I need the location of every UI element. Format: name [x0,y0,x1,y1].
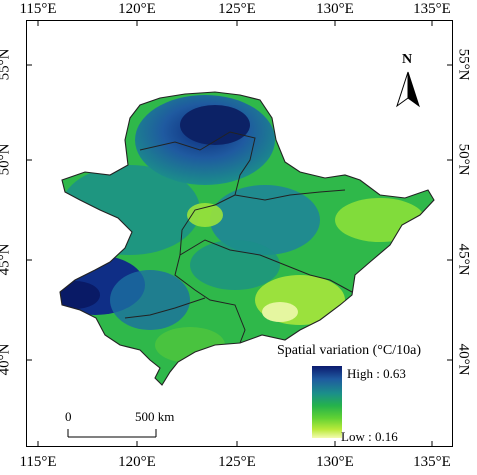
lon-label-top: 125°E [218,1,256,17]
scale-bar-start: 0 [65,409,72,424]
lat-label-right: 45°N [455,243,472,276]
lat-label-right: 55°N [455,48,472,81]
lat-label-left: 55°N [0,48,13,81]
legend-high-label: High : 0.63 [347,366,406,381]
lat-label-right: 40°N [455,343,472,376]
lat-label-right: 50°N [455,143,472,176]
scale-bar [67,429,157,438]
lon-label-bottom: 125°E [218,454,256,470]
north-arrow-icon [396,71,420,108]
lon-label-top: 115°E [19,1,57,17]
graticule-ticks [26,20,453,447]
legend-low-label: Low : 0.16 [341,429,398,444]
lon-label-top: 120°E [118,1,156,17]
lat-label-left: 40°N [0,343,13,376]
lon-label-bottom: 120°E [118,454,156,470]
lon-label-bottom: 115°E [19,454,57,470]
lat-label-left: 45°N [0,243,13,276]
lat-label-left: 50°N [0,143,13,176]
legend-color-ramp [312,366,342,438]
province-boundary [174,254,246,344]
north-label: N [402,52,413,67]
province-boundary [234,189,346,201]
lon-label-bottom: 130°E [316,454,354,470]
province-boundary [179,239,353,293]
lon-label-bottom: 135°E [413,454,451,470]
lon-label-top: 130°E [316,1,354,17]
lon-label-top: 135°E [413,1,451,17]
province-boundary [124,297,206,319]
scale-bar-end: 500 km [135,409,175,424]
province-boundary [139,131,256,256]
legend-title: Spatial variation (°C/10a) [277,343,422,358]
